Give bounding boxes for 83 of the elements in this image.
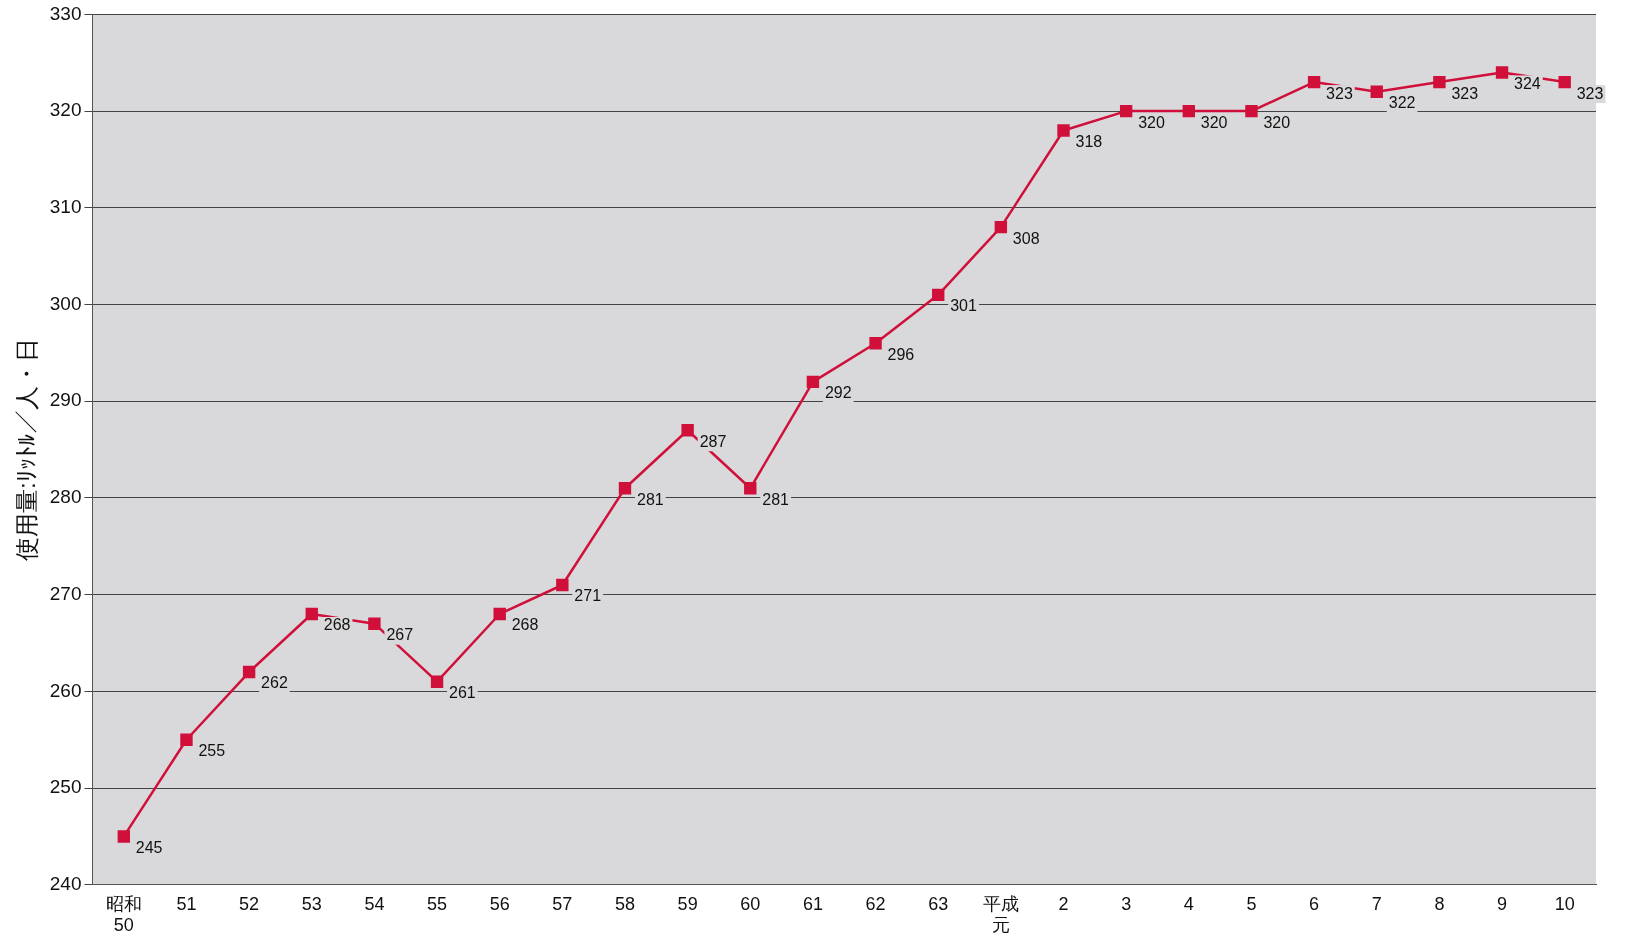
point [430,675,444,688]
data-label: 271 [574,587,602,605]
point [744,482,757,495]
x-tick-label: 63 [928,893,949,914]
y-tick-label: 330 [49,2,82,24]
point [1119,104,1133,118]
data-label: 287 [699,432,727,450]
x-tick-label: 4 [1183,893,1194,914]
data-label: 320 [1200,113,1228,131]
data-label: 245 [135,838,163,856]
x-tick-label: 5 [1246,893,1257,914]
data-label: 296 [887,345,915,363]
x-tick-label: 2 [1058,893,1069,914]
data-label: 320 [1263,113,1291,131]
x-tick-label: 平成元 [982,893,1019,936]
data-label: 292 [824,384,852,402]
y-tick-label: 300 [49,292,82,314]
point [1182,104,1195,118]
point [368,617,381,630]
x-tick-label: 8 [1434,893,1445,914]
point [1433,75,1446,89]
x-tick-label: 3 [1121,893,1132,914]
point [1558,75,1571,89]
data-label: 281 [762,490,790,508]
point [869,337,882,350]
x-tick-label: 7 [1371,893,1382,914]
x-tick-label: 58 [614,893,636,914]
data-label: 323 [1326,84,1353,102]
x-tick-label: 10 [1554,893,1575,914]
y-tick-label: 250 [49,776,82,798]
data-label: 262 [261,674,288,692]
point [305,607,318,621]
data-label: 261 [449,684,476,702]
point [1245,104,1258,118]
x-tick-label: 56 [489,893,510,914]
y-tick-label: 280 [49,486,82,508]
x-tick-label: 55 [427,893,448,914]
x-tick-label: 昭和50 [105,893,142,936]
point [117,830,131,843]
data-label: 324 [1514,74,1541,92]
x-tick-label: 51 [176,893,197,914]
data-label: 301 [950,297,978,315]
x-tick-label: 9 [1497,893,1508,914]
data-label: 323 [1451,84,1479,102]
x-tick-label: 57 [552,893,573,914]
data-label: 268 [323,616,351,634]
data-label: 318 [1075,132,1103,150]
point [618,482,632,495]
y-tick-label: 270 [49,582,82,604]
x-tick-label: 59 [677,893,698,914]
y-tick-label: 320 [49,99,82,121]
data-label: 267 [386,626,414,644]
data-label: 323 [1576,84,1604,102]
point [1495,66,1509,79]
point [1057,124,1070,137]
point [1370,85,1383,98]
data-label: 255 [198,742,226,760]
point [932,288,945,302]
y-tick-label: 290 [49,389,82,411]
x-tick-label: 62 [865,893,886,914]
y-tick-label: 260 [49,679,82,701]
data-label: 308 [1012,229,1040,247]
y-axis-title: 使用量:ﾘｯﾄﾙ／人・日 [13,338,41,561]
x-tick-label: 54 [364,893,385,914]
point [994,220,1008,234]
point [242,665,256,679]
data-label: 268 [511,616,539,634]
x-tick-label: 61 [802,893,823,914]
x-tick-label: 53 [301,893,322,914]
point [493,607,506,621]
data-label: 320 [1138,113,1165,131]
x-tick-label: 6 [1309,893,1320,914]
y-tick-label: 310 [49,196,82,218]
point [556,578,569,592]
data-label: 281 [636,490,664,508]
point [180,733,193,746]
data-label: 322 [1388,94,1416,112]
point [1307,75,1321,89]
y-tick-label: 240 [49,873,82,895]
x-tick-label: 52 [239,893,260,914]
point [806,375,820,389]
x-tick-label: 60 [740,893,761,914]
point [681,424,694,437]
